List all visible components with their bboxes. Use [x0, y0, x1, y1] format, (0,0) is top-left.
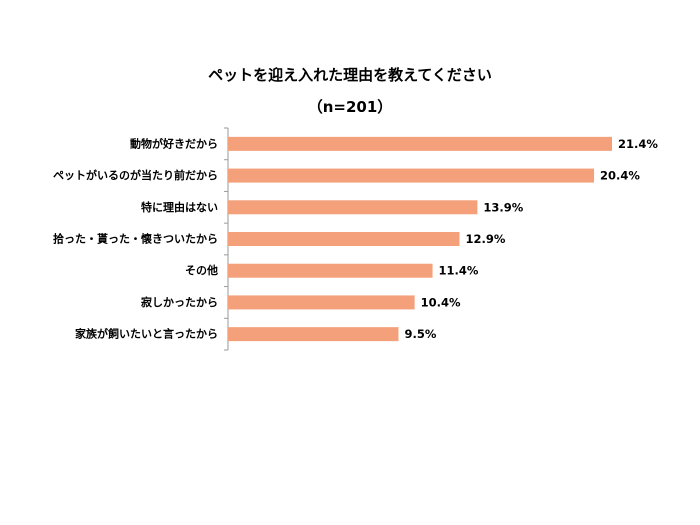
category-label: 特に理由はない	[141, 200, 218, 214]
value-label: 12.9%	[465, 232, 505, 246]
value-label: 13.9%	[483, 200, 523, 214]
value-label: 11.4%	[439, 264, 479, 278]
value-label: 20.4%	[600, 169, 640, 183]
bars-group	[228, 136, 612, 342]
bar	[228, 295, 415, 310]
category-label: 寂しかったから	[141, 295, 218, 309]
bar	[228, 232, 460, 246]
bar	[228, 136, 612, 151]
bar	[228, 168, 595, 183]
chart-subtitle: （n=201）	[307, 98, 393, 116]
bar	[228, 327, 399, 342]
bar	[228, 200, 478, 215]
category-label: ペットがいるのが当たり前だから	[53, 168, 218, 182]
value-label: 9.5%	[404, 327, 436, 341]
chart-title: ペットを迎え入れた理由を教えてください	[208, 66, 492, 84]
category-label: その他	[185, 263, 218, 277]
value-labels: 21.4% 20.4% 13.9% 12.9% 11.4% 10.4% 9.5%	[404, 137, 658, 341]
category-label: 拾った・貰った・懐きついたから	[53, 232, 218, 246]
value-label: 10.4%	[421, 295, 461, 309]
y-axis-ticks	[224, 127, 228, 351]
bar	[228, 263, 433, 278]
value-label: 21.4%	[618, 137, 658, 151]
category-labels: 動物が好きだからペットがいるのが当たり前だから特に理由はない拾った・貰った・懐き…	[53, 136, 218, 340]
category-label: 動物が好きだから	[130, 136, 218, 150]
category-label: 家族が飼いたいと言ったから	[75, 327, 218, 341]
